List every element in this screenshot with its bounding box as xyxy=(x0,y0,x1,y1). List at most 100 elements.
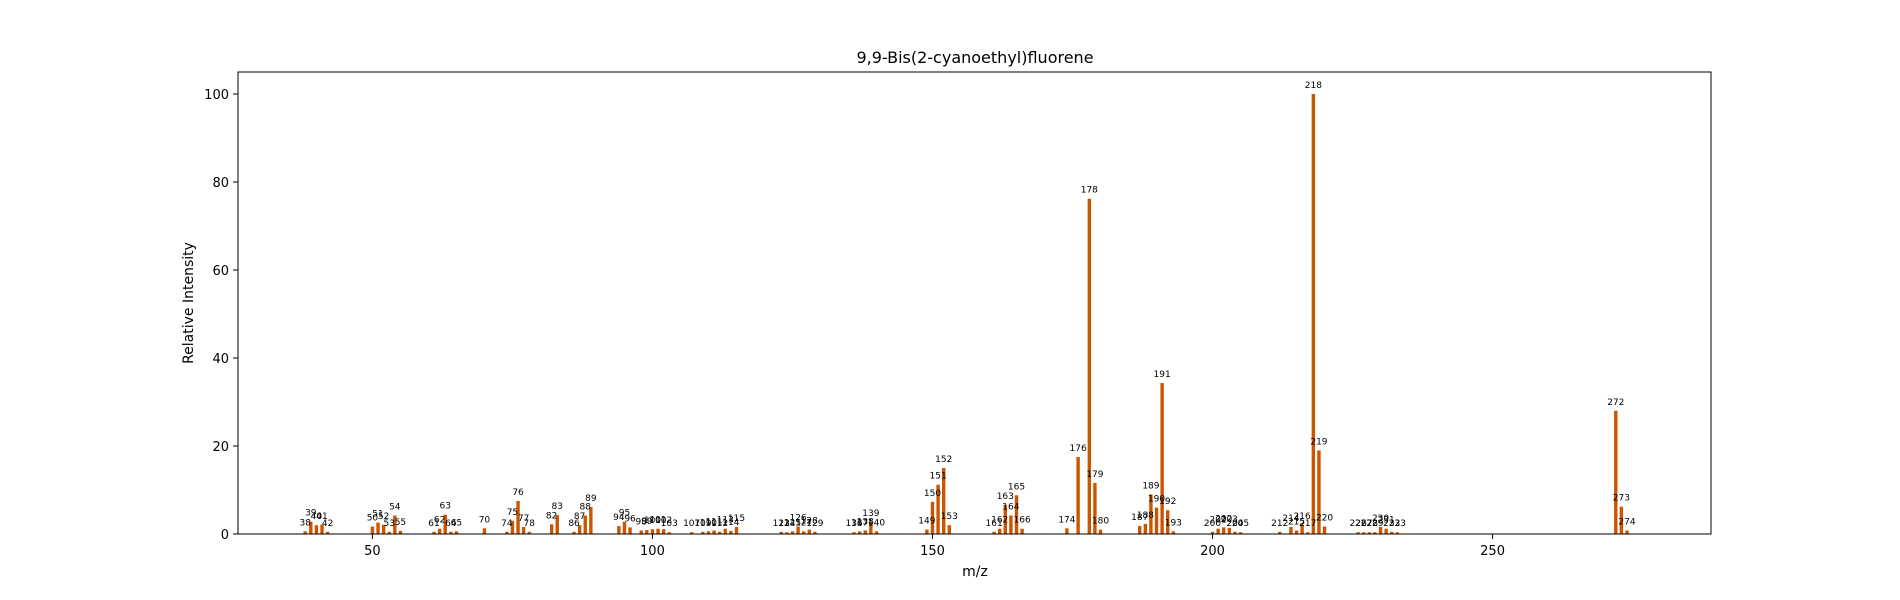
peak-bar xyxy=(813,531,817,534)
peak-label: 273 xyxy=(1613,494,1630,504)
peak-label: 203 xyxy=(1221,515,1238,525)
peak-label: 107 xyxy=(683,519,700,529)
peak-label: 215 xyxy=(1288,517,1305,527)
y-tick-label: 40 xyxy=(212,352,229,367)
peak-label: 162 xyxy=(991,516,1008,526)
y-axis: 0 20 40 60 80 100 xyxy=(204,88,238,543)
peak-bar xyxy=(656,528,660,534)
peak-label: 61 xyxy=(428,519,439,529)
peak-bar xyxy=(1087,198,1092,534)
peak-label: 115 xyxy=(728,514,745,524)
peak-label: 86 xyxy=(568,519,580,529)
peak-label: 52 xyxy=(378,512,389,522)
peak-label: 220 xyxy=(1316,514,1333,524)
peak-label: 125 xyxy=(784,518,801,528)
peak-bar xyxy=(790,531,795,534)
peak-label: 38 xyxy=(299,518,311,528)
peak-bar xyxy=(1311,94,1316,534)
peak-label: 216 xyxy=(1294,512,1311,522)
x-axis-label: m/z xyxy=(962,564,988,580)
peak-bar xyxy=(1238,532,1243,534)
peak-label: 161 xyxy=(986,519,1003,529)
peak-bar xyxy=(1093,482,1097,534)
peak-label: 218 xyxy=(1305,81,1322,91)
peak-bar xyxy=(432,531,436,534)
peak-label: 166 xyxy=(1014,516,1031,526)
peak-label: 42 xyxy=(322,519,333,529)
peak-bar xyxy=(1362,532,1366,534)
peak-label: 189 xyxy=(1142,481,1159,491)
peak-bar xyxy=(947,525,951,534)
peak-bar xyxy=(1289,526,1293,534)
peak-label: 98 xyxy=(636,517,648,527)
peak-label: 76 xyxy=(512,488,524,498)
peak-bar xyxy=(1216,528,1220,534)
peak-label: 65 xyxy=(451,518,462,528)
peak-label: 114 xyxy=(722,518,739,528)
peak-bar xyxy=(1149,494,1153,534)
peak-label: 64 xyxy=(445,519,457,529)
peak-bar xyxy=(443,514,447,534)
peak-bar xyxy=(852,532,856,534)
peak-bar xyxy=(1278,531,1282,534)
peak-bar xyxy=(650,529,655,534)
peak-bar xyxy=(734,526,739,534)
peak-label: 103 xyxy=(661,519,678,529)
peak-label: 139 xyxy=(862,509,879,519)
peak-label: 113 xyxy=(717,516,734,526)
peak-bar xyxy=(1395,532,1400,534)
y-tick-label: 0 xyxy=(221,528,229,543)
peak-bar xyxy=(376,522,380,534)
peak-bar xyxy=(1098,529,1103,534)
x-tick-label: 200 xyxy=(1200,544,1225,559)
peak-bar xyxy=(992,531,996,534)
y-axis-label: Relative Intensity xyxy=(181,242,197,364)
peak-label: 229 xyxy=(1366,519,1383,529)
peak-label: 174 xyxy=(1058,515,1075,525)
peak-bar xyxy=(516,501,520,534)
x-axis: 50 100 150 200 250 xyxy=(364,534,1505,559)
peak-label: 77 xyxy=(518,514,529,524)
peak-bar xyxy=(1143,523,1148,534)
x-tick-label: 50 xyxy=(364,544,381,559)
peak-label: 180 xyxy=(1092,517,1109,527)
peak-label: 190 xyxy=(1148,495,1165,505)
peak-label: 228 xyxy=(1361,519,1378,529)
peak-label: 191 xyxy=(1154,370,1171,380)
peak-label: 176 xyxy=(1070,444,1087,454)
peak-label: 205 xyxy=(1232,519,1249,529)
peak-bar xyxy=(863,530,867,534)
peak-label: 101 xyxy=(649,516,666,526)
peak-bar xyxy=(572,531,576,534)
peak-bar xyxy=(717,531,722,534)
peak-bar xyxy=(1619,506,1624,534)
peak-bar xyxy=(1378,526,1383,534)
peak-label: 78 xyxy=(524,519,536,529)
peak-bar xyxy=(617,526,621,534)
peak-bar xyxy=(942,468,946,534)
peak-label: 63 xyxy=(440,502,451,512)
peak-bar xyxy=(1614,410,1618,534)
peak-bar xyxy=(874,531,879,534)
peak-bar xyxy=(1065,528,1069,534)
peak-label: 202 xyxy=(1215,514,1232,524)
peak-bar xyxy=(801,531,806,534)
peak-bar xyxy=(1014,495,1019,534)
x-tick-label: 150 xyxy=(920,544,945,559)
peak-label: 217 xyxy=(1299,519,1316,529)
peak-label: 227 xyxy=(1355,519,1372,529)
peak-label: 138 xyxy=(857,517,874,527)
peak-label: 233 xyxy=(1389,519,1406,529)
peak-label: 99 xyxy=(641,517,653,527)
peak-bar xyxy=(1322,526,1327,534)
peak-label: 102 xyxy=(655,516,672,526)
peak-bar xyxy=(577,525,582,534)
peak-label: 75 xyxy=(507,508,518,518)
peak-label: 219 xyxy=(1310,437,1327,447)
peak-label: 274 xyxy=(1618,517,1635,527)
peak-label: 123 xyxy=(773,519,790,529)
peak-bar xyxy=(869,522,873,534)
peak-bar xyxy=(1306,532,1310,534)
